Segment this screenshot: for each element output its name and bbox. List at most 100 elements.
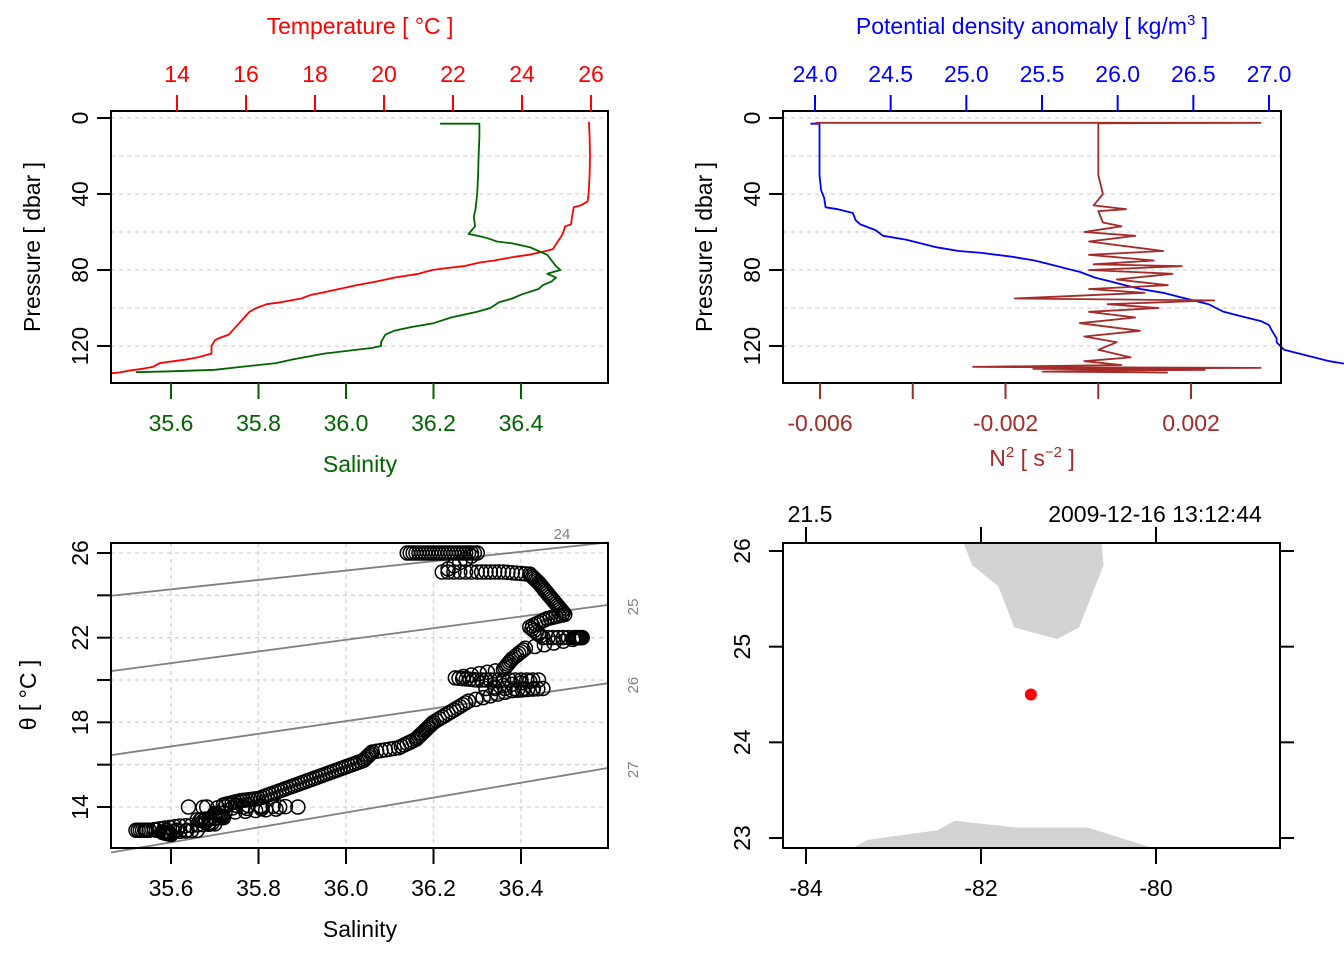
ts-point: [465, 671, 482, 688]
ts-point: [177, 823, 194, 839]
ts-point: [495, 677, 512, 694]
station-marker-group: [1024, 688, 1037, 701]
y-tick-label: 23: [729, 825, 755, 851]
top-tick-label: 18: [302, 61, 328, 87]
y-tick-label: 18: [67, 710, 93, 736]
density-axis-title-text: Potential density anomaly [ kg/m: [856, 13, 1187, 39]
ts-point: [546, 635, 562, 651]
top-tick-label: 26.0: [1095, 61, 1140, 87]
top-tick-label: 24.5: [868, 61, 913, 87]
top-tick-label: 26: [578, 61, 604, 87]
ts-point: [468, 691, 484, 708]
grid: [111, 117, 608, 347]
ts-point: [536, 636, 553, 653]
top-tick-label: 24: [509, 61, 535, 87]
ts-point: [227, 804, 243, 820]
isopycnal-label: 26: [625, 677, 642, 694]
n2-axis-title-unit-sup: −2: [1045, 444, 1062, 461]
y-tick-label: 120: [67, 327, 93, 365]
x-tick-label: -84: [789, 875, 822, 901]
map-timestamp-label: 2009-12-16 13:12:44: [1048, 501, 1262, 527]
top-tick-label: 25.5: [1020, 61, 1065, 87]
pressure-axis-title: Pressure [ dbar ]: [691, 162, 717, 332]
isopycnal-label: 27: [625, 761, 642, 778]
ts-point: [161, 826, 178, 842]
axes: 0 40 80 120 14 16 18 20 22 24 26 35.6 35.8 36.0 36.2 36…: [67, 61, 604, 436]
y-tick-label: 80: [739, 257, 765, 283]
y-tick-label: 22: [67, 625, 93, 651]
top-tick-label: 26.5: [1171, 61, 1216, 87]
bottom-tick-label: 35.6: [149, 410, 194, 436]
plot-frame: [110, 542, 609, 849]
pressure-axis-title: Pressure [ dbar ]: [19, 162, 45, 332]
ts-point: [482, 564, 499, 580]
ts-point: [237, 803, 254, 819]
isopycnal-line: [110, 541, 609, 597]
ts-point: [500, 564, 516, 581]
series-line-temperature: [111, 121, 591, 375]
ts-point: [424, 715, 440, 732]
ts-point: [452, 564, 468, 580]
ts-point: [550, 629, 566, 646]
n2-axis-title-unit: [ s: [1014, 445, 1045, 471]
bottom-tick-label: 36.2: [411, 410, 456, 436]
ts-point: [495, 564, 512, 580]
x-tick-label: -80: [1139, 875, 1172, 901]
ts-point: [523, 567, 539, 584]
y-tick-label: 14: [67, 794, 93, 820]
y-tick-label: 26: [729, 538, 755, 564]
x-tick-label: 35.6: [149, 875, 194, 901]
ts-point: [573, 629, 589, 646]
ts-point: [183, 822, 200, 839]
ts-point: [290, 799, 306, 815]
n2-axis-title-end: ]: [1062, 445, 1075, 471]
ts-point: [504, 682, 520, 699]
ts-point: [201, 816, 217, 833]
ts-point: [469, 564, 485, 580]
panel-station-map: 23 24 25 26 -84 -82 -80 21.5 2009-12-16 13:12:…: [729, 501, 1294, 901]
y-tick-label: 26: [67, 540, 93, 566]
land-polygon: [854, 820, 1152, 848]
ts-point: [277, 798, 294, 815]
y-tick-label: 25: [729, 634, 755, 660]
y-tick-label: 40: [67, 181, 93, 207]
ts-point: [513, 565, 529, 582]
series-line-potential-density-anomaly: [810, 122, 1344, 365]
ts-point: [506, 680, 523, 697]
ts-point: [509, 682, 526, 698]
y-tick-label: 0: [739, 112, 765, 125]
ts-point: [491, 564, 507, 580]
salinity-axis-title: Salinity: [323, 451, 398, 477]
ts-point: [555, 633, 572, 649]
ts-point: [473, 564, 490, 580]
ts-point: [514, 682, 531, 698]
x-tick-label: -82: [964, 875, 997, 901]
y-tick-label: 24: [729, 729, 755, 755]
series-line-n2: [815, 121, 1262, 374]
bottom-tick-label: -0.006: [787, 410, 852, 436]
ts-point: [487, 663, 504, 679]
top-tick-label: 24.0: [793, 61, 838, 87]
y-tick-label: 120: [739, 327, 765, 365]
top-tick-label: 22: [440, 61, 466, 87]
ts-point: [393, 738, 410, 755]
isopycnal-lines: 24 25 26 27: [110, 526, 642, 854]
plot-frame: [782, 110, 1282, 384]
ts-point: [446, 564, 462, 580]
map-top-left-label: 21.5: [788, 501, 833, 527]
ts-point: [489, 686, 506, 702]
ts-point: [473, 672, 490, 688]
bottom-tick-label: 36.4: [499, 410, 544, 436]
ts-point: [565, 631, 581, 648]
ts-point: [519, 681, 536, 698]
ts-point: [415, 724, 432, 740]
top-tick-label: 16: [233, 61, 259, 87]
bottom-tick-label: -0.002: [973, 410, 1038, 436]
station-marker: [1024, 688, 1037, 701]
ts-point: [524, 681, 541, 697]
density-axis-title-sup: 3: [1187, 12, 1195, 29]
ts-point: [497, 684, 513, 701]
panel-ts-diagram: 24 25 26 27 14 18 22 26 35.6 35.8 36.0 36.2 36.4 Sa…: [15, 526, 642, 942]
ts-point: [475, 689, 491, 706]
ts-point: [138, 822, 154, 839]
